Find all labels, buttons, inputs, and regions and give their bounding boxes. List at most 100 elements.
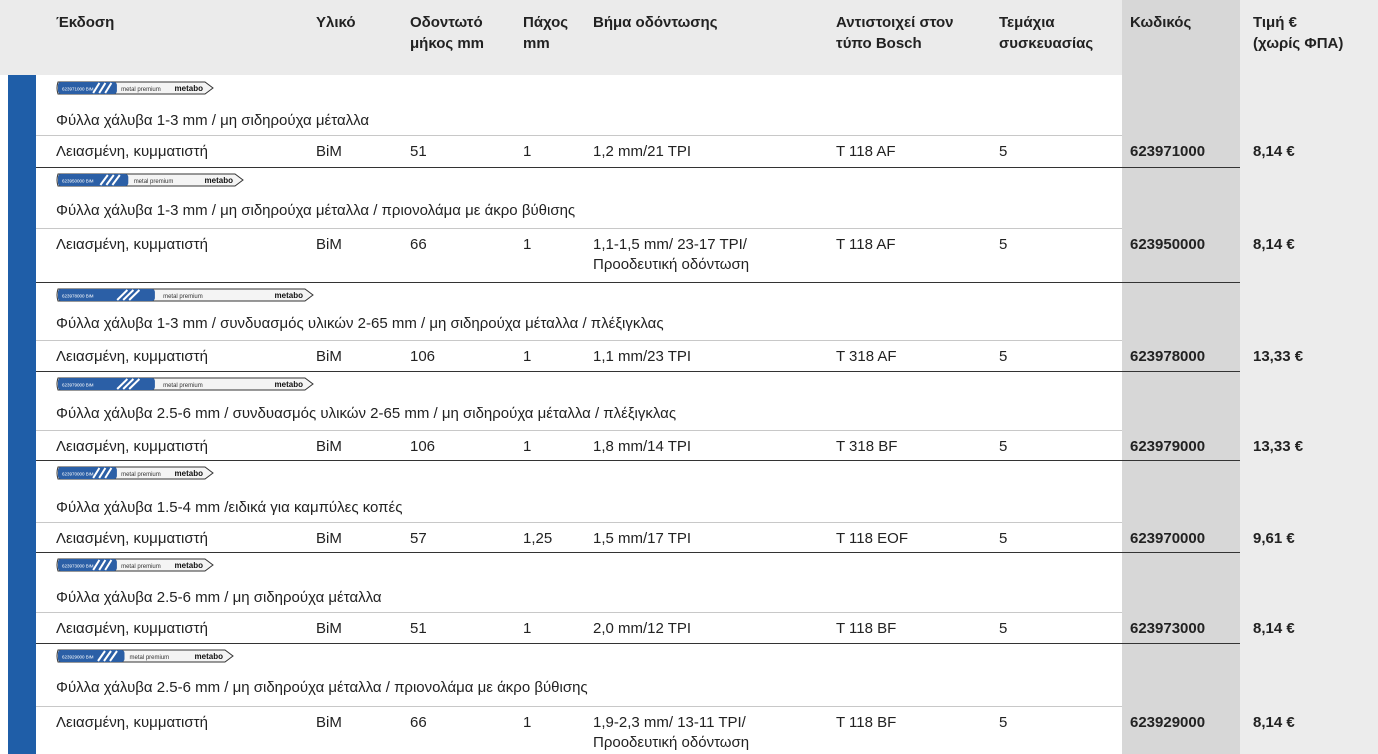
header-text: mm: [523, 35, 550, 52]
header-text: Βήμα οδόντωσης: [593, 14, 718, 31]
version: Λειασμένη, κυμματιστή: [56, 143, 208, 160]
blade-shape: [58, 650, 125, 662]
version: Λειασμένη, κυμματιστή: [56, 348, 208, 365]
version: Λειασμένη, κυμματιστή: [56, 620, 208, 637]
header-cell: Αντιστοιχεί στον τύπο Bosch: [836, 12, 953, 54]
blade-text: metal premium: [163, 383, 203, 389]
blade-text: metal premium: [121, 87, 161, 93]
blade-shape: [58, 559, 117, 571]
blade-text: metal premium: [121, 564, 161, 570]
pieces: 5: [999, 348, 1008, 365]
blade-shape: [92, 82, 101, 94]
blade-shape: [128, 378, 141, 390]
group-divider: [36, 643, 1240, 644]
description: Φύλλα χάλυβα 1.5-4 mm /ειδικά για καμπύλ…: [56, 499, 403, 516]
price: 8,14 €: [1253, 714, 1295, 731]
thickness: 1: [523, 620, 532, 637]
header-cell: Βήμα οδόντωσης: [593, 12, 718, 33]
version: Λειασμένη, κυμματιστή: [56, 236, 208, 253]
header-text: Κωδικός: [1130, 14, 1192, 31]
header-text: τύπο Bosch: [836, 35, 922, 52]
bosch-type: T 318 AF: [836, 348, 897, 365]
blade-shape: [92, 467, 101, 479]
description: Φύλλα χάλυβα 1-3 mm / συνδυασμός υλικών …: [56, 315, 664, 332]
price: 13,33 €: [1253, 348, 1304, 365]
blade-image: 623929000 BiM metal premium metabo: [56, 649, 234, 663]
blade-shape: [98, 82, 107, 94]
blade-shape: [58, 467, 117, 479]
blade-text: 623929000 BiM: [62, 655, 94, 660]
header-text: Αντιστοιχεί στον: [836, 14, 954, 31]
bosch-type: T 318 BF: [836, 438, 898, 455]
pitch: 1,5 mm/17 TPI: [593, 530, 692, 547]
material: BiM: [316, 620, 342, 637]
price: 9,61 €: [1253, 530, 1295, 547]
description: Φύλλα χάλυβα 2.5-6 mm / μη σιδηρούχα μέτ…: [56, 679, 588, 696]
blade-shape: [109, 650, 118, 662]
blade-shape: [98, 559, 107, 571]
blade-text: metabo: [175, 469, 204, 478]
thickness: 1: [523, 348, 532, 365]
thickness: 1: [523, 236, 532, 253]
pitch: 1,2 mm/21 TPI: [593, 143, 692, 160]
price-column-bg: [1240, 0, 1378, 754]
blade-shape: [111, 174, 121, 186]
pitch: 2,0 mm/12 TPI: [593, 620, 692, 637]
blade-shape: [104, 82, 113, 94]
thickness: 1: [523, 143, 532, 160]
material: BiM: [316, 438, 342, 455]
blade-shape: [116, 378, 129, 390]
header-cell: Κωδικός: [1130, 12, 1191, 33]
code: 623973000: [1130, 620, 1206, 637]
length: 106: [410, 438, 436, 455]
blade-image: 623979000 BiM metal premium metabo: [56, 377, 314, 391]
side-bar: [8, 75, 36, 754]
header-text: συσκευασίας: [999, 35, 1094, 52]
group-divider: [36, 282, 1240, 283]
group-divider: [36, 552, 1240, 553]
blade-shape: [98, 467, 107, 479]
pitch: 1,1-1,5 mm/ 23-17 TPI/Προοδευτική οδόντω…: [593, 236, 750, 273]
price: 13,33 €: [1253, 438, 1304, 455]
header-cell: Τιμή € (χωρίς ΦΠΑ): [1253, 12, 1343, 54]
code: 623970000: [1130, 530, 1206, 547]
pieces: 5: [999, 143, 1008, 160]
version: Λειασμένη, κυμματιστή: [56, 530, 208, 547]
blade-text: metal premium: [163, 294, 203, 300]
price: 8,14 €: [1253, 236, 1295, 253]
pieces: 5: [999, 530, 1008, 547]
thickness: 1: [523, 714, 532, 731]
blade-text: metal premium: [121, 472, 161, 478]
material: BiM: [316, 530, 342, 547]
header-text: Υλικό: [316, 14, 356, 31]
blade-text: metabo: [205, 176, 234, 185]
blade-image: 623971000 BiM metal premium metabo: [56, 81, 214, 95]
header-text: (χωρίς ΦΠΑ): [1253, 35, 1344, 52]
pieces: 5: [999, 620, 1008, 637]
row-divider: [36, 706, 1122, 707]
blade-shape: [103, 650, 112, 662]
blade-text: metabo: [275, 380, 304, 389]
bosch-type: T 118 BF: [836, 714, 897, 731]
blade-shape: [128, 289, 141, 301]
blade-text: metal premium: [134, 179, 174, 185]
group-divider: [36, 460, 1240, 461]
group-divider: [36, 371, 1240, 372]
pitch: 1,9-2,3 mm/ 13-11 TPI/Προοδευτική οδόντω…: [593, 714, 750, 751]
description: Φύλλα χάλυβα 2.5-6 mm / συνδυασμός υλικώ…: [56, 405, 677, 422]
blade-image: 623950000 BiM metal premium metabo: [56, 173, 244, 187]
bosch-type: T 118 AF: [836, 143, 896, 160]
blade-shape: [92, 559, 101, 571]
pitch: 1,1 mm/23 TPI: [593, 348, 692, 365]
version: Λειασμένη, κυμματιστή: [56, 438, 208, 455]
blade-shape: [116, 289, 129, 301]
header-cell: Τεμάχια συσκευασίας: [999, 12, 1093, 54]
blade-text: metabo: [175, 561, 204, 570]
code: 623950000: [1130, 236, 1206, 253]
blade-text: metabo: [275, 291, 304, 300]
blade-image: 623970000 BiM metal premium metabo: [56, 466, 214, 480]
blade-text: 623970000 BiM: [62, 472, 94, 477]
blade-text: 623950000 BiM: [62, 179, 94, 184]
code: 623929000: [1130, 714, 1206, 731]
